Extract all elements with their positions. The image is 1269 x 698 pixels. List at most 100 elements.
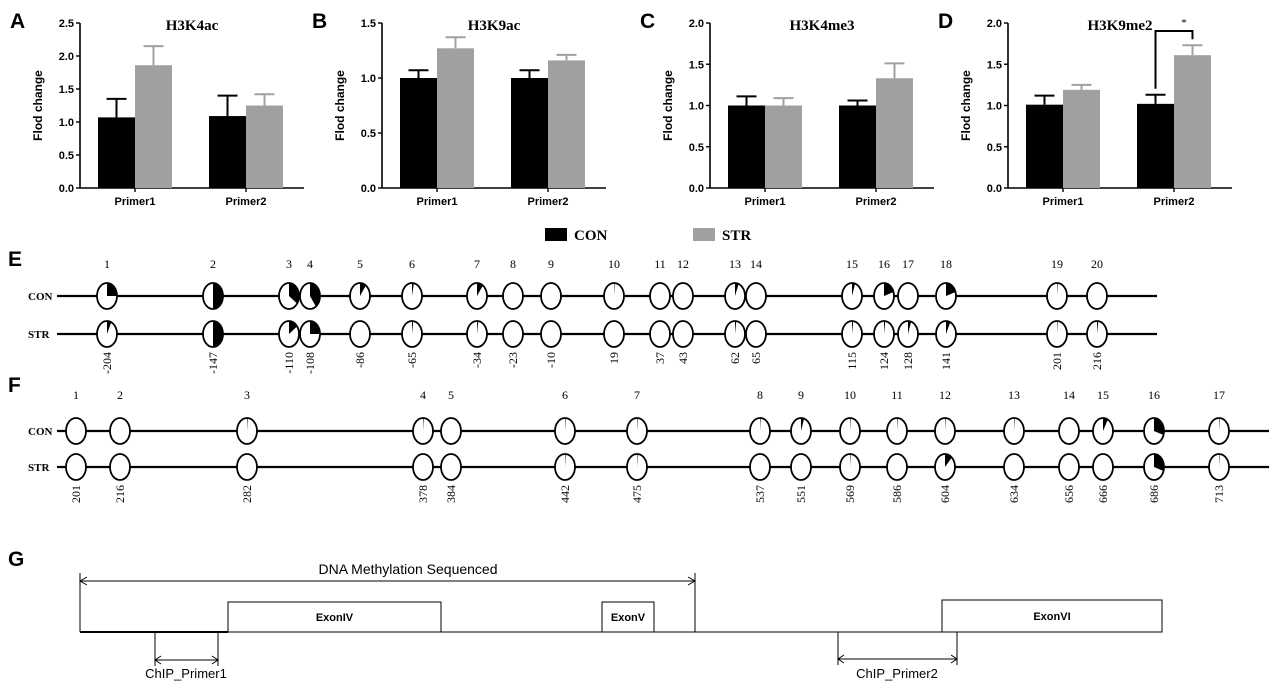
cpg-site-circle [649,320,671,348]
cpg-site-circle [1086,282,1108,310]
cpg-site-number: 11 [654,257,666,271]
y-tick-label: 1.0 [59,117,74,129]
cpg-site-number: 8 [757,388,763,402]
cpg-position-label: 141 [939,352,953,370]
cpg-site-circle [440,417,462,445]
legend: CON STR [545,228,751,244]
bar-con-primer2 [511,78,548,188]
x-tick-label: Primer1 [745,196,786,208]
cpg-site-circle [1003,453,1025,481]
cpg-site-number: 16 [878,257,890,271]
cpg-site-number: 9 [548,257,554,271]
x-tick-label: Primer1 [115,196,156,208]
y-tick-label: 0.5 [987,142,1002,154]
methylation-fill [1154,418,1165,436]
cpg-position-label: 216 [1090,352,1104,370]
methylation-fill [637,418,638,431]
methylation-panel-e: E CON STR 1 -204 2 -147 3 -110 4 -108 5 -86 6 -65 7 -34 8… [8,248,1157,374]
x-tick-label: Primer2 [226,196,267,208]
y-tick-label: 1.0 [361,73,376,85]
x-tick-label: Primer1 [417,196,458,208]
y-tick-label: 2.0 [59,51,74,63]
methylation-fill [1219,454,1220,467]
methylation-fill [412,283,414,296]
cpg-position-label: 569 [843,485,857,503]
cpg-position-label: 115 [845,352,859,370]
panel-letter: D [938,10,953,33]
methylation-fill [289,321,298,334]
bar-con-primer2 [1137,103,1174,188]
cpg-site-circle [412,453,434,481]
legend-label-con: CON [574,228,608,244]
cpg-site-number: 6 [409,257,415,271]
cpg-site-circle [603,320,625,348]
cpg-position-label: -34 [470,352,484,368]
cpg-site-circle [109,417,131,445]
cpg-site-circle [897,282,919,310]
y-tick-label: 1.0 [987,101,1002,113]
cpg-site-number: 13 [1008,388,1020,402]
cpg-position-label: -204 [100,352,114,374]
cpg-site-number: 4 [420,388,426,402]
methylation-fill [412,321,414,334]
bar-str-primer2 [876,78,913,188]
y-tick-label: 1.5 [59,84,74,96]
arrowhead-icon [837,654,958,664]
methylation-fill [477,321,479,334]
bar-con-primer1 [728,105,765,188]
y-axis-label: Flod change [959,70,973,141]
cpg-site-number: 3 [286,257,292,271]
methylation-fill [945,418,946,431]
methylation-fill [107,321,112,334]
methylation-fill [213,321,223,347]
gene-map: G DNA Methylation Sequenced ExonIV ExonV Exo… [8,548,1163,681]
y-tick-label: 0.0 [689,183,704,195]
panel-letter: B [312,10,327,33]
methylation-fill [565,418,566,431]
methylation-fill [801,418,805,431]
cpg-site-number: 16 [1148,388,1160,402]
panel-letter: A [10,10,25,33]
y-axis-label: Flod change [333,70,347,141]
methylation-fill [1014,418,1015,431]
methylation-fill [614,283,615,296]
significance-bracket [1154,30,1194,89]
exon-label: ExonVI [1033,611,1070,623]
cpg-position-label: 37 [653,352,667,364]
cpg-position-label: 666 [1096,485,1110,503]
methylation-fill [310,283,320,307]
bar-con-primer2 [839,105,876,188]
methylation-fill [946,321,951,334]
bar-str-primer1 [135,65,172,188]
methylation-fill [852,283,856,296]
cpg-site-number: 10 [844,388,856,402]
cpg-position-label: 19 [607,352,621,364]
y-tick-label: 2.0 [987,18,1002,30]
cpg-site-circle [886,453,908,481]
x-tick-label: Primer2 [528,196,569,208]
cpg-position-label: 537 [753,485,767,503]
bar-str-primer2 [246,105,283,188]
cpg-position-label: 43 [676,352,690,364]
bar-con-primer1 [1026,104,1063,188]
cpg-site-number: 1 [73,388,79,402]
cpg-position-label: -110 [282,352,296,374]
cpg-site-number: 18 [940,257,952,271]
cpg-position-label: 634 [1007,485,1021,503]
cpg-site-circle [1092,453,1114,481]
bar-con-primer2 [209,116,246,188]
exon-box [227,601,442,633]
cpg-position-label: 551 [794,485,808,503]
sequenced-label: DNA Methylation Sequenced [319,561,498,577]
methylation-fill [1057,283,1058,296]
y-tick-label: 0.5 [361,128,376,140]
cpg-position-label: 216 [113,485,127,503]
cpg-position-label: -147 [206,352,220,374]
legend-swatch-str [693,228,715,241]
row-label-con: CON [28,291,53,303]
methylation-fill [477,283,483,296]
y-tick-label: 0.5 [59,150,74,162]
methylation-fill [946,283,956,296]
y-tick-label: 0.0 [361,183,376,195]
